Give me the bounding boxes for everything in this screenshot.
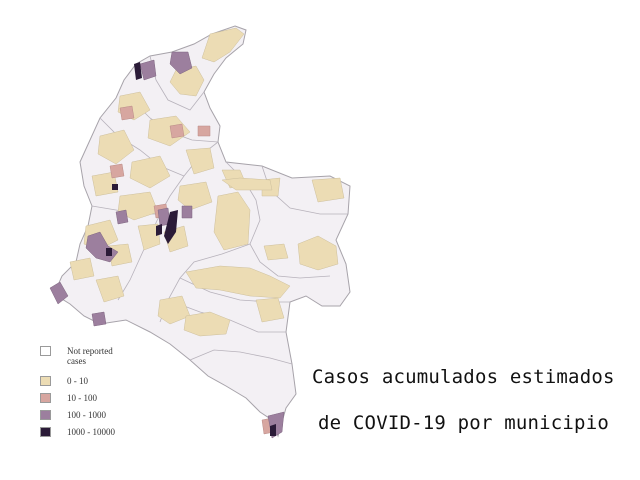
legend-swatch-10-100 xyxy=(40,392,51,403)
cases-0-10-regions xyxy=(69,27,345,337)
country-outline xyxy=(53,25,351,438)
legend-item-not-reported: Not reported cases xyxy=(40,346,200,372)
caption-line-1: Casos acumulados estimados xyxy=(312,366,615,388)
legend-item-1000-10000: 1000 - 10000 xyxy=(40,423,200,440)
legend-label: 1000 - 10000 xyxy=(67,426,115,437)
legend-item-10-100: 10 - 100 xyxy=(40,389,200,406)
legend-item-0-10: 0 - 10 xyxy=(40,372,200,389)
cases-10-100-regions xyxy=(109,105,275,435)
legend-label: 10 - 100 xyxy=(67,392,97,403)
legend-swatch-100-1000 xyxy=(40,409,51,420)
cases-1000-10000-regions xyxy=(106,62,276,436)
legend-swatch-0-10 xyxy=(40,375,51,386)
legend-label: 100 - 1000 xyxy=(67,409,106,420)
legend-swatch-1000-10000 xyxy=(40,426,51,437)
legend-swatch-not-reported xyxy=(40,346,51,356)
legend-label: 0 - 10 xyxy=(67,375,88,386)
map-legend: Not reported cases 0 - 10 10 - 100 100 -… xyxy=(40,346,200,440)
legend-item-100-1000: 100 - 1000 xyxy=(40,406,200,423)
cases-100-1000-regions xyxy=(49,51,285,439)
legend-label: Not reported cases xyxy=(67,346,113,366)
caption-line-2: de COVID-19 por municipio xyxy=(318,412,609,434)
